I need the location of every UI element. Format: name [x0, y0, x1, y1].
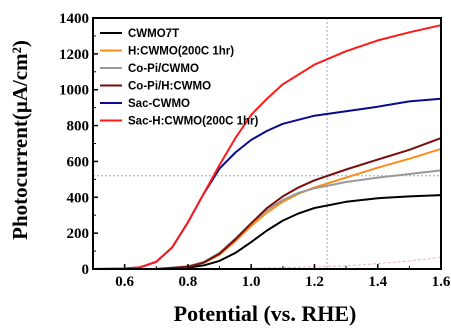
x-axis-ticks: 0.6 0.8 1.0 1.2 1.4 1.6: [92, 264, 451, 290]
series-line-0: [93, 194, 442, 270]
series-line-5: [92, 24, 442, 270]
x-tick-label: 1.6: [432, 274, 451, 290]
data-series: [92, 24, 442, 270]
y-tick-label: 600: [67, 154, 90, 170]
series-line-2: [93, 169, 442, 270]
legend: CWMO7T H:CWMO(200C 1hr) Co-Pi/CWMO Co-Pi/H:…: [100, 28, 259, 128]
y-tick-label: 200: [67, 226, 90, 242]
legend-label: H:CWMO(200C 1hr): [128, 46, 234, 58]
x-tick-label: 1.0: [242, 274, 261, 290]
y-tick-label: 1000: [59, 83, 89, 99]
x-tick-label: 0.8: [179, 274, 198, 290]
y-tick-label: 0: [82, 262, 90, 278]
x-tick-label: 1.4: [368, 274, 387, 290]
legend-label: Sac-CWMO: [128, 98, 190, 110]
legend-label: CWMO7T: [128, 28, 179, 40]
legend-label: Sac-H:CWMO(200C 1hr): [128, 116, 259, 128]
x-axis-title: Potential (vs. RHE): [174, 301, 357, 326]
series-line-6: [93, 256, 442, 270]
y-tick-label: 800: [67, 119, 90, 135]
x-tick-label: 0.6: [115, 274, 134, 290]
x-tick-label: 1.2: [305, 274, 324, 290]
y-tick-label: 1200: [59, 47, 89, 63]
y-axis-ticks: 0 200 400 600 800 1000 1200 1400: [59, 11, 98, 278]
legend-label: Co-Pi/CWMO: [128, 63, 199, 75]
legend-label: Co-Pi/H:CWMO: [128, 81, 211, 93]
series-line-3: [93, 137, 442, 270]
y-axis-title: Photocurrent(μA/cm²): [8, 40, 32, 240]
y-tick-label: 1400: [59, 11, 89, 27]
y-tick-label: 400: [67, 190, 90, 206]
